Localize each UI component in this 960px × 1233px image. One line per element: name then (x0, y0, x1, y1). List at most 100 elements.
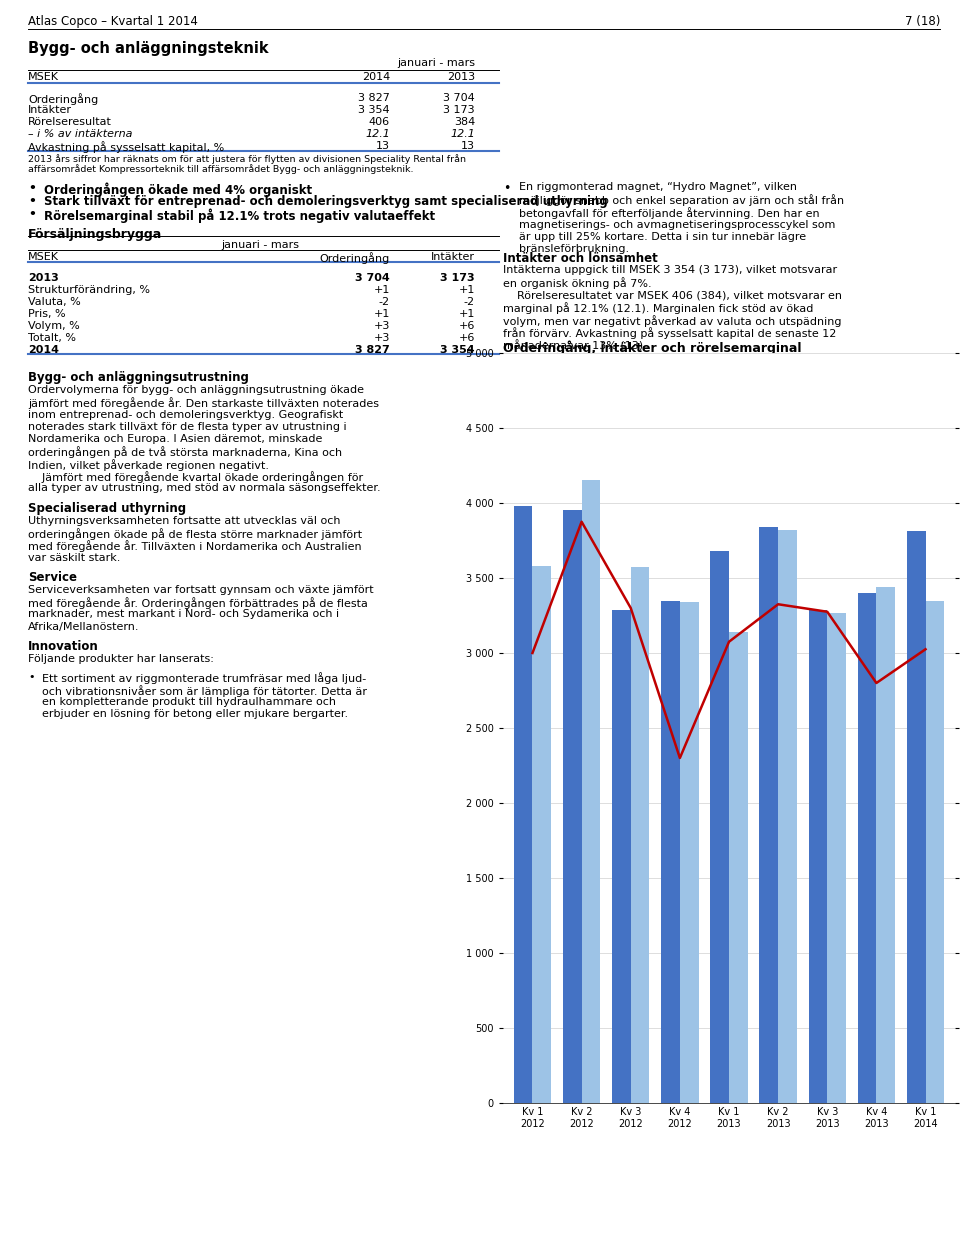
Text: •: • (28, 182, 36, 195)
Text: Rörelseresultatet var MSEK 406 (384), vilket motsvarar en: Rörelseresultatet var MSEK 406 (384), vi… (503, 290, 842, 300)
Text: 3 704: 3 704 (444, 92, 475, 104)
Bar (759, 526, 779, 1104)
Text: med föregående år. Orderingången förbättrades på de flesta: med föregående år. Orderingången förbätt… (28, 597, 368, 609)
Text: MSEK: MSEK (28, 72, 59, 83)
Text: Innovation: Innovation (28, 640, 99, 653)
Bar (925, 600, 945, 1104)
Text: Uthyrningsverksamheten fortsatte att utvecklas väl och: Uthyrningsverksamheten fortsatte att utv… (28, 515, 341, 525)
Text: -2: -2 (464, 297, 475, 307)
Text: möjliggör snabb och enkel separation av järn och stål från: möjliggör snabb och enkel separation av … (519, 195, 844, 206)
Text: +3: +3 (373, 333, 390, 343)
Text: +1: +1 (373, 285, 390, 295)
Bar (876, 587, 895, 1104)
Text: januari - mars: januari - mars (221, 240, 299, 250)
Bar (661, 600, 680, 1104)
Text: Indien, vilket påverkade regionen negativt.: Indien, vilket påverkade regionen negati… (28, 459, 269, 471)
Text: 13: 13 (461, 141, 475, 150)
Text: 406: 406 (369, 117, 390, 127)
Text: Nordamerika och Europa. I Asien däremot, minskade: Nordamerika och Europa. I Asien däremot,… (28, 434, 323, 444)
Text: 2013 års siffror har räknats om för att justera för flytten av divisionen Specia: 2013 års siffror har räknats om för att … (28, 154, 466, 164)
Text: med föregående år. Tillväxten i Nordamerika och Australien: med föregående år. Tillväxten i Nordamer… (28, 540, 362, 552)
Text: marknader, mest markant i Nord- och Sydamerika och i: marknader, mest markant i Nord- och Syda… (28, 609, 339, 619)
Text: inom entreprenad- och demoleringsverktyg. Geografiskt: inom entreprenad- och demoleringsverktyg… (28, 409, 344, 419)
Text: Försäljningsbrygga: Försäljningsbrygga (28, 228, 162, 240)
Text: -2: -2 (379, 297, 390, 307)
Text: 3 354: 3 354 (441, 345, 475, 355)
Text: Afrika/Mellanöstern.: Afrika/Mellanöstern. (28, 621, 139, 631)
Text: 3 173: 3 173 (444, 105, 475, 115)
Text: Intäkter: Intäkter (28, 105, 72, 115)
Bar (857, 593, 876, 1104)
Text: Rörelseresultat: Rörelseresultat (28, 117, 112, 127)
Text: marginal på 12.1% (12.1). Marginalen fick stöd av ökad: marginal på 12.1% (12.1). Marginalen fic… (503, 302, 813, 314)
Text: 12.1: 12.1 (365, 129, 390, 139)
Text: orderingången ökade på de flesta större marknader jämfört: orderingången ökade på de flesta större … (28, 528, 362, 540)
Bar (612, 609, 631, 1104)
Text: affärsområdet Kompressorteknik till affärsområdet Bygg- och anläggningsteknik.: affärsområdet Kompressorteknik till affä… (28, 164, 414, 174)
Text: jämfört med föregående år. Den starkaste tillväxten noterades: jämfört med föregående år. Den starkaste… (28, 397, 379, 409)
Text: erbjuder en lösning för betong eller mjukare bergarter.: erbjuder en lösning för betong eller mju… (42, 709, 348, 719)
Text: Strukturförändring, %: Strukturförändring, % (28, 285, 150, 295)
Bar (631, 567, 649, 1104)
Text: en organisk ökning på 7%.: en organisk ökning på 7%. (503, 277, 652, 290)
Text: är upp till 25% kortare. Detta i sin tur innebär lägre: är upp till 25% kortare. Detta i sin tur… (519, 232, 806, 242)
Text: +1: +1 (459, 309, 475, 319)
Bar (514, 506, 533, 1104)
Text: 2013: 2013 (28, 272, 59, 284)
Text: orderingången på de två största marknaderna, Kina och: orderingången på de två största marknade… (28, 446, 342, 459)
Text: •: • (28, 195, 36, 208)
Text: volym, men var negativt påverkad av valuta och utspädning: volym, men var negativt påverkad av valu… (503, 314, 842, 327)
Text: Intäkter: Intäkter (431, 252, 475, 261)
Bar (779, 530, 797, 1104)
Text: •: • (28, 672, 35, 682)
Text: Stark tillväxt för entreprenad- och demoleringsverktyg samt specialiserad uthyrn: Stark tillväxt för entreprenad- och demo… (44, 195, 608, 208)
Text: Atlas Copco – Kvartal 1 2014: Atlas Copco – Kvartal 1 2014 (28, 15, 198, 28)
Text: 2014: 2014 (362, 72, 390, 83)
Text: Orderingång: Orderingång (28, 92, 98, 105)
Bar (563, 510, 582, 1104)
Text: En riggmonterad magnet, “Hydro Magnet”, vilken: En riggmonterad magnet, “Hydro Magnet”, … (519, 182, 797, 192)
Text: Avkastning på sysselsatt kapital, %: Avkastning på sysselsatt kapital, % (28, 141, 225, 153)
Text: 7 (18): 7 (18) (904, 15, 940, 28)
Text: Följande produkter har lanserats:: Följande produkter har lanserats: (28, 653, 214, 665)
Text: 3 354: 3 354 (358, 105, 390, 115)
Text: Intäkterna uppgick till MSEK 3 354 (3 173), vilket motsvarar: Intäkterna uppgick till MSEK 3 354 (3 17… (503, 265, 837, 275)
Text: •: • (28, 208, 36, 221)
Bar (729, 633, 748, 1104)
Text: 3 827: 3 827 (358, 92, 390, 104)
Text: betongavfall för efterföljande återvinning. Den har en: betongavfall för efterföljande återvinni… (519, 207, 820, 219)
Text: Valuta, %: Valuta, % (28, 297, 81, 307)
Text: Ett sortiment av riggmonterade trumfräsar med låga ljud-: Ett sortiment av riggmonterade trumfräsa… (42, 672, 367, 684)
Text: en kompletterande produkt till hydraulhammare och: en kompletterande produkt till hydraulha… (42, 697, 336, 707)
Text: månaderna var 13% (13).: månaderna var 13% (13). (503, 340, 647, 351)
Text: bränsleförbrukning.: bränsleförbrukning. (519, 244, 629, 254)
Text: 2014: 2014 (28, 345, 59, 355)
Text: 12.1: 12.1 (450, 129, 475, 139)
Text: Ordervolymerna för bygg- och anläggningsutrustning ökade: Ordervolymerna för bygg- och anläggnings… (28, 385, 364, 395)
Text: +3: +3 (373, 321, 390, 330)
Text: alla typer av utrustning, med stöd av normala säsongseffekter.: alla typer av utrustning, med stöd av no… (28, 483, 380, 493)
Bar (828, 613, 846, 1104)
Text: 3 173: 3 173 (441, 272, 475, 284)
Text: Volym, %: Volym, % (28, 321, 80, 330)
Text: Bygg- och anläggningsteknik: Bygg- och anläggningsteknik (28, 41, 269, 55)
Text: MSEK: MSEK (28, 252, 59, 261)
Text: var säskilt stark.: var säskilt stark. (28, 552, 120, 562)
Bar (907, 531, 925, 1104)
Text: Bygg- och anläggningsutrustning: Bygg- och anläggningsutrustning (28, 371, 249, 383)
Text: +6: +6 (459, 321, 475, 330)
Text: Orderingången ökade med 4% organiskt: Orderingången ökade med 4% organiskt (44, 182, 312, 196)
Bar (680, 602, 699, 1104)
Text: 384: 384 (454, 117, 475, 127)
Text: Jämfört med föregående kvartal ökade orderingången för: Jämfört med föregående kvartal ökade ord… (28, 471, 363, 483)
Text: Service: Service (28, 571, 77, 584)
Text: Rörelsemarginal stabil på 12.1% trots negativ valutaeffekt: Rörelsemarginal stabil på 12.1% trots ne… (44, 208, 435, 223)
Text: Intäkter och lönsamhet: Intäkter och lönsamhet (503, 252, 658, 265)
Text: Serviceverksamheten var fortsatt gynnsam och växte jämfört: Serviceverksamheten var fortsatt gynnsam… (28, 584, 373, 594)
Text: •: • (503, 182, 511, 195)
Text: 3 827: 3 827 (355, 345, 390, 355)
Text: 3 704: 3 704 (355, 272, 390, 284)
Text: Totalt, %: Totalt, % (28, 333, 76, 343)
Text: noterades stark tillväxt för de flesta typer av utrustning i: noterades stark tillväxt för de flesta t… (28, 422, 347, 432)
Bar (710, 551, 729, 1104)
